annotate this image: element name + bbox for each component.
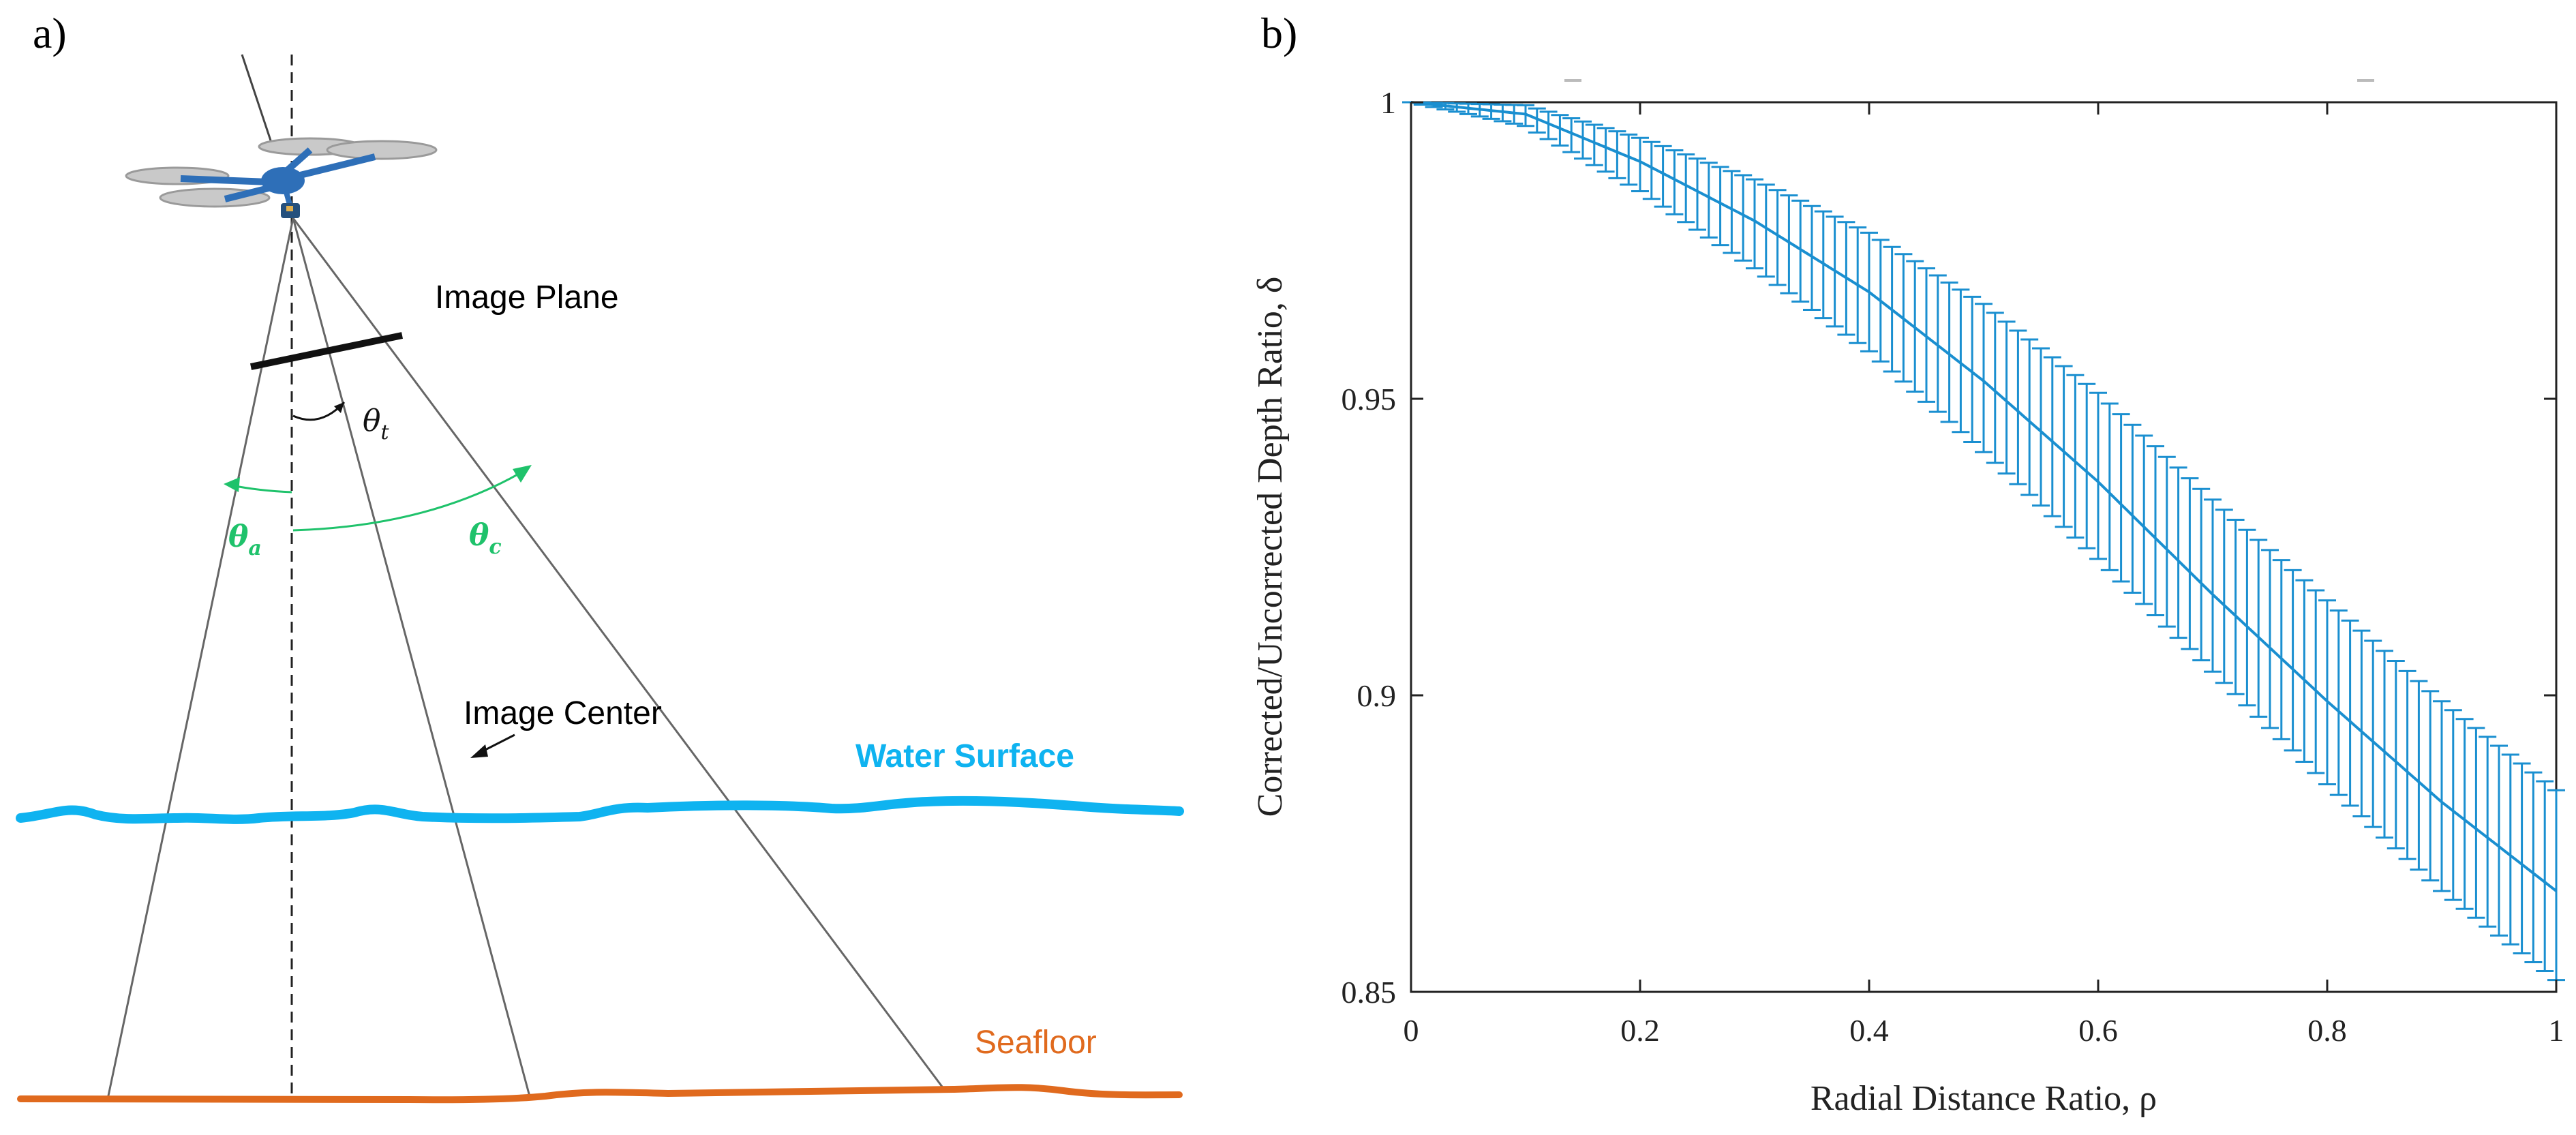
fov-ray-left <box>106 217 294 1100</box>
image-center-label: Image Center <box>464 695 662 731</box>
theta-c-label: θc <box>469 518 502 559</box>
y-tick-label: 0.85 <box>1342 975 1397 1010</box>
y-axis-title: Corrected/Uncorrected Depth Ratio, δ <box>1251 277 1290 817</box>
theta-t-arc <box>292 401 346 421</box>
theta-a-arrowhead <box>224 477 240 492</box>
theta-c-arc <box>292 469 526 532</box>
seafloor-line <box>17 1084 1183 1104</box>
seafloor-label: Seafloor <box>975 1025 1097 1061</box>
y-tick-label: 0.95 <box>1342 382 1397 417</box>
x-tick-label: 1 <box>2549 1013 2564 1048</box>
panel-b-label: b) <box>1261 9 1297 57</box>
water-surface-line <box>16 796 1184 824</box>
y-axis-ticks: 0.85 0.9 0.95 1 <box>1342 85 2556 1010</box>
image-center-pointer-head <box>470 744 488 758</box>
x-tick-label: 0.2 <box>1620 1013 1660 1048</box>
y-tick-label: 0.9 <box>1357 678 1397 713</box>
x-tick-label: 0.8 <box>2307 1013 2347 1048</box>
panel-a: a) Image Plane θt θa θc Image Center Wat… <box>16 9 1184 1104</box>
y-tick-label: 1 <box>1380 85 1396 120</box>
x-axis-ticks: 0 0.2 0.4 0.6 0.8 1 <box>1404 102 2564 1048</box>
theta-a-label: θa <box>228 519 262 560</box>
tilt-axis-line <box>241 54 274 147</box>
image-plane <box>249 332 404 370</box>
x-axis-title: Radial Distance Ratio, ρ <box>1810 1079 2157 1118</box>
theta-a-arc <box>231 484 292 494</box>
water-surface-label: Water Surface <box>855 738 1074 774</box>
plot-area-frame <box>1410 101 2558 993</box>
x-tick-label: 0.6 <box>2078 1013 2118 1048</box>
x-tick-label: 0 <box>1404 1013 1419 1048</box>
drone-icon <box>125 137 438 218</box>
fov-ray-right <box>292 217 945 1090</box>
theta-c-arrowhead <box>513 465 532 483</box>
mean-depth-ratio-line <box>1410 101 2558 892</box>
image-center-ray <box>292 217 532 1100</box>
theta-t-label: θt <box>363 404 390 444</box>
image-plane-label: Image Plane <box>435 279 619 316</box>
x-tick-label: 0.4 <box>1849 1013 1889 1048</box>
panel-b: b) 0 0.2 0.4 0.6 0.8 1 0.85 0.9 0.95 1 Radial Di… <box>1251 9 2565 1118</box>
theta-t-arrowhead <box>334 402 344 413</box>
panel-a-label: a) <box>33 9 67 57</box>
